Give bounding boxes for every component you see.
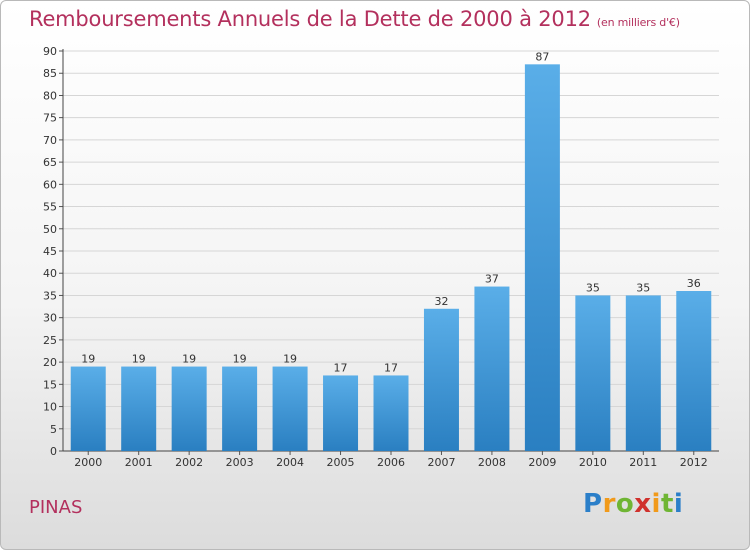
x-tick-label: 2003 <box>226 456 254 469</box>
bar-value-label: 32 <box>434 295 448 308</box>
bar <box>676 291 712 451</box>
bar <box>272 366 308 451</box>
bar <box>121 366 157 451</box>
bar-value-label: 19 <box>182 353 196 366</box>
x-tick-label: 2011 <box>629 456 657 469</box>
y-tick-label: 65 <box>43 156 57 169</box>
bar <box>625 295 661 451</box>
x-tick-label: 2010 <box>579 456 607 469</box>
x-tick-label: 2002 <box>175 456 203 469</box>
y-tick-label: 40 <box>43 267 57 280</box>
y-tick-label: 50 <box>43 223 57 236</box>
commune-name: PINAS <box>29 497 83 518</box>
x-tick-label: 2009 <box>528 456 556 469</box>
y-tick-label: 30 <box>43 312 57 325</box>
x-tick-label: 2001 <box>125 456 153 469</box>
y-tick-label: 15 <box>43 378 57 391</box>
y-tick-label: 45 <box>43 245 57 258</box>
y-tick-label: 0 <box>50 445 57 458</box>
y-tick-label: 70 <box>43 134 57 147</box>
y-tick-label: 10 <box>43 401 57 414</box>
bar <box>70 366 106 451</box>
bar-value-label: 35 <box>636 281 650 294</box>
x-tick-label: 2012 <box>680 456 708 469</box>
x-tick-label: 2005 <box>327 456 355 469</box>
bar <box>423 308 459 451</box>
y-tick-label: 25 <box>43 334 57 347</box>
chart-title: Remboursements Annuels de la Dette de 20… <box>29 7 680 31</box>
bar-value-label: 17 <box>384 361 398 374</box>
chart-title-text: Remboursements Annuels de la Dette de 20… <box>29 7 591 31</box>
bar <box>171 366 207 451</box>
y-tick-label: 55 <box>43 201 57 214</box>
bar-value-label: 87 <box>535 50 549 63</box>
bar-value-label: 37 <box>485 273 499 286</box>
bar-value-label: 17 <box>334 361 348 374</box>
bar-value-label: 19 <box>233 353 247 366</box>
proxiti-logo: Proxiti <box>583 489 684 519</box>
bar <box>222 366 258 451</box>
y-tick-label: 80 <box>43 89 57 102</box>
y-tick-label: 60 <box>43 178 57 191</box>
y-tick-label: 20 <box>43 356 57 369</box>
bar <box>524 64 560 452</box>
bar-value-label: 19 <box>132 353 146 366</box>
y-tick-label: 5 <box>50 423 57 436</box>
bar-value-label: 19 <box>283 353 297 366</box>
bar-value-label: 35 <box>586 281 600 294</box>
bar-value-label: 36 <box>687 277 701 290</box>
x-tick-label: 2008 <box>478 456 506 469</box>
x-tick-label: 2004 <box>276 456 304 469</box>
y-tick-label: 75 <box>43 112 57 125</box>
y-tick-label: 90 <box>43 45 57 58</box>
bar <box>575 295 611 451</box>
y-tick-label: 85 <box>43 67 57 80</box>
chart-subtitle: (en milliers d'€) <box>596 16 680 29</box>
x-tick-label: 2000 <box>74 456 102 469</box>
y-tick-label: 35 <box>43 289 57 302</box>
bar-value-label: 19 <box>81 353 95 366</box>
bar <box>323 375 359 451</box>
bar <box>474 286 510 451</box>
x-tick-label: 2007 <box>427 456 455 469</box>
x-tick-label: 2006 <box>377 456 405 469</box>
bar <box>373 375 409 451</box>
